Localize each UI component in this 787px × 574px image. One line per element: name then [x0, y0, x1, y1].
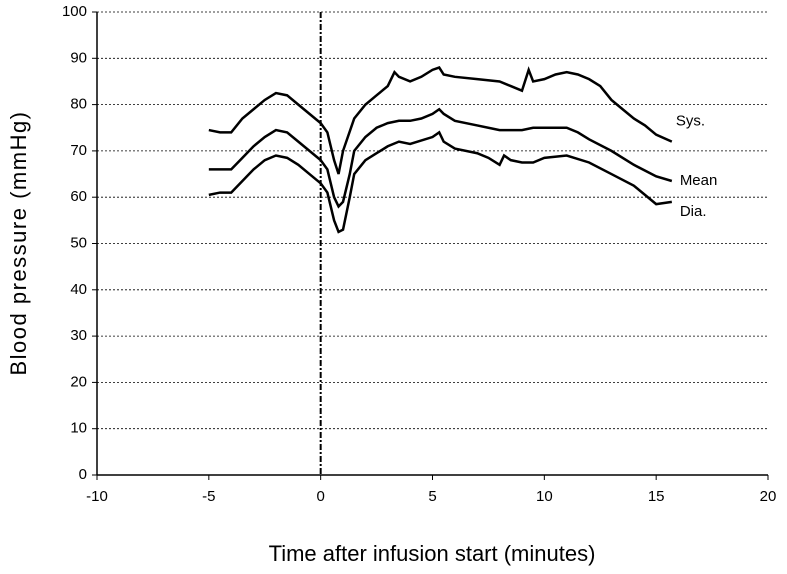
- y-tick-label: 20: [70, 373, 87, 390]
- x-tick-label: 10: [536, 488, 553, 505]
- y-tick-label: 90: [70, 49, 87, 66]
- series-label: Mean: [680, 172, 718, 189]
- x-axis-label: Time after infusion start (minutes): [269, 541, 596, 566]
- series-label: Dia.: [680, 203, 707, 220]
- y-tick-label: 100: [62, 3, 87, 20]
- line: [208, 66, 673, 175]
- y-tick-label: 40: [70, 281, 87, 298]
- x-tick-label: 15: [648, 488, 665, 505]
- line: [208, 130, 673, 234]
- y-tick-label: 80: [70, 96, 87, 113]
- x-tick-label: -5: [202, 488, 215, 505]
- y-tick-label: 10: [70, 420, 87, 437]
- y-tick-label: 0: [79, 466, 87, 483]
- x-tick-label: 0: [316, 488, 324, 505]
- y-tick-label: 50: [70, 234, 87, 251]
- line: [208, 107, 673, 209]
- x-tick-label: 20: [760, 488, 777, 505]
- y-tick-label: 60: [70, 188, 87, 205]
- x-tick-label: 5: [428, 488, 436, 505]
- y-axis-label: Blood pressure (mmHg): [6, 110, 31, 375]
- x-tick-label: -10: [86, 488, 108, 505]
- y-tick-label: 30: [70, 327, 87, 344]
- y-tick-label: 70: [70, 142, 87, 159]
- series-label: Sys.: [676, 113, 705, 130]
